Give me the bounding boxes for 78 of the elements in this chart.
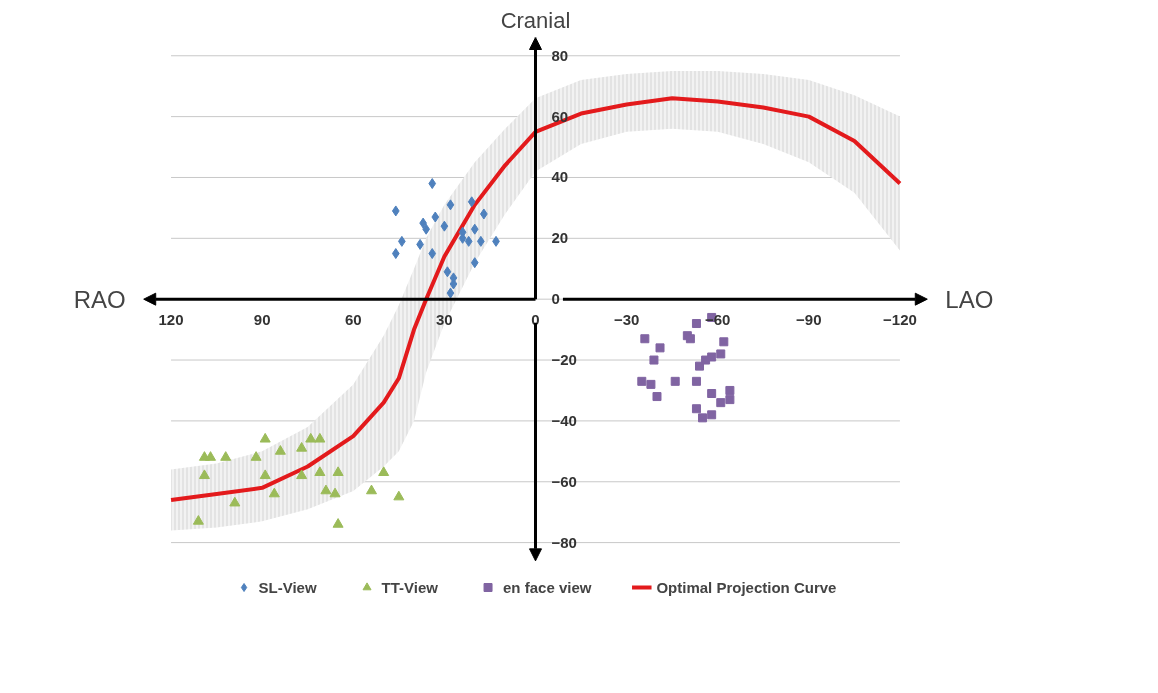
point (691, 404, 701, 414)
point (646, 379, 656, 389)
y-tick-label: 0 (551, 290, 560, 308)
point (701, 355, 711, 365)
point (296, 469, 308, 480)
point (198, 469, 210, 480)
point (470, 257, 479, 269)
point (274, 445, 286, 455)
point (443, 266, 452, 278)
point (259, 432, 271, 443)
x-tick-label: −60 (705, 311, 731, 329)
point (220, 451, 232, 461)
y-tick-label: 80 (551, 46, 569, 64)
point (652, 392, 662, 402)
point (649, 355, 659, 365)
x-tick-label: 90 (253, 311, 271, 329)
legend-label: en face view (503, 578, 592, 596)
point (725, 385, 735, 395)
text: RAO (73, 285, 126, 313)
point (691, 319, 701, 329)
y-tick-label: 40 (551, 168, 569, 186)
point (428, 178, 437, 190)
point (305, 432, 317, 443)
point (250, 451, 262, 461)
point (229, 496, 241, 507)
x-tick-label: 60 (344, 311, 362, 329)
point (391, 205, 400, 217)
point (655, 343, 665, 353)
point (446, 287, 455, 299)
point (698, 413, 708, 423)
point (640, 334, 650, 344)
x-tick-label: 30 (436, 311, 453, 329)
point (314, 432, 326, 443)
point (192, 515, 204, 525)
point (707, 389, 717, 399)
point (268, 487, 280, 498)
x-tick-label: −30 (613, 311, 640, 329)
x-tick-label: 120 (158, 311, 184, 329)
point (719, 337, 729, 347)
point (707, 410, 717, 420)
y-tick-label: −60 (551, 472, 577, 490)
point (695, 361, 705, 371)
y-tick-label: −40 (551, 411, 577, 429)
x-tick-label: −120 (883, 311, 917, 329)
point (428, 248, 437, 260)
point (365, 484, 377, 495)
legend-label: SL-View (258, 578, 317, 596)
y-tick-label: −20 (551, 351, 577, 369)
point (446, 199, 455, 211)
point (670, 376, 680, 386)
point (378, 466, 390, 477)
y-axis-title: Cranial (500, 7, 571, 33)
point (393, 490, 405, 501)
point (725, 395, 735, 405)
point (329, 487, 341, 498)
point (464, 235, 473, 247)
point (440, 220, 449, 232)
text: LAO (945, 285, 994, 313)
point (320, 484, 332, 495)
point (259, 469, 271, 480)
y-tick-label: 20 (551, 229, 569, 247)
point (637, 376, 647, 386)
point (332, 466, 344, 477)
point (467, 196, 476, 208)
point (391, 248, 400, 260)
x-tick-label: −90 (796, 311, 822, 329)
point (296, 442, 308, 452)
point (314, 466, 326, 477)
point (716, 398, 726, 408)
point (470, 223, 479, 235)
legend-label: TT-View (381, 578, 439, 596)
legend-label: Optimal Projection Curve (656, 578, 837, 596)
point (716, 349, 726, 359)
point (332, 518, 344, 528)
point (431, 211, 440, 223)
y-tick-label: −80 (551, 533, 577, 551)
point (205, 451, 217, 461)
point (691, 376, 701, 386)
